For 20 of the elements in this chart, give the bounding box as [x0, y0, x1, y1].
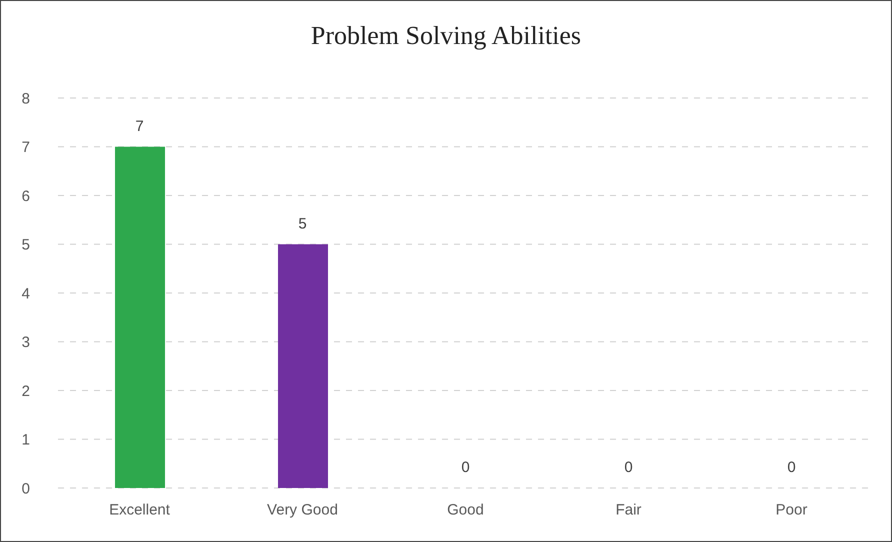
y-tick-label: 7	[22, 139, 30, 156]
data-label: 5	[298, 215, 307, 232]
y-tick-label: 8	[22, 90, 30, 108]
y-tick-label: 3	[22, 334, 30, 352]
x-tick-label: Very Good	[267, 502, 338, 519]
data-label: 0	[624, 459, 633, 476]
y-tick-label: 0	[22, 480, 30, 498]
chart-title: Problem Solving Abilities	[310, 21, 582, 51]
data-label: 0	[787, 459, 796, 476]
y-tick-label: 5	[22, 236, 30, 254]
x-tick-label: Good	[447, 502, 484, 519]
y-tick-label: 2	[22, 382, 30, 400]
y-tick-label: 1	[22, 432, 30, 449]
x-tick-label: Poor	[776, 502, 808, 519]
y-tick-label: 6	[22, 188, 30, 205]
data-label: 7	[135, 118, 144, 135]
x-tick-label: Excellent	[109, 502, 171, 519]
x-tick-label: Fair	[616, 502, 642, 519]
data-label: 0	[461, 459, 470, 476]
y-tick-label: 4	[22, 285, 30, 302]
